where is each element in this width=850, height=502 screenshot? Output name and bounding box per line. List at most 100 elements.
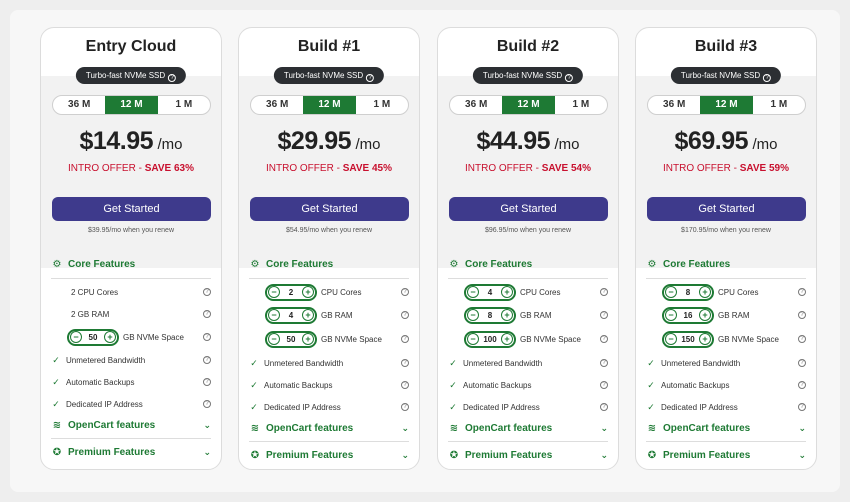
ram-value[interactable]: 8	[487, 310, 493, 320]
cpu-value[interactable]: 8	[685, 287, 691, 297]
help-icon[interactable]: ?	[203, 356, 211, 364]
core-features-header[interactable]: ⚙ Core Features	[249, 252, 409, 276]
help-icon[interactable]: ?	[401, 403, 409, 411]
nvme-value[interactable]: 150	[681, 334, 695, 344]
term-36m[interactable]: 36 M	[266, 99, 289, 110]
opencart-features-toggle[interactable]: ≋ OpenCart features ⌄	[51, 413, 211, 437]
feature-bandwidth: ✓ Unmetered Bandwidth?	[646, 353, 806, 373]
premium-features-toggle[interactable]: ✪ Premium Features ⌄	[249, 443, 409, 467]
help-icon[interactable]: ?	[401, 381, 409, 389]
term-1m[interactable]: 1 M	[572, 99, 590, 110]
ssd-badge[interactable]: Turbo-fast NVMe SSD?	[670, 67, 782, 84]
plus-icon[interactable]: +	[699, 286, 711, 298]
nvme-value[interactable]: 50	[286, 334, 296, 344]
term-36m[interactable]: 36 M	[465, 99, 488, 110]
premium-features-toggle[interactable]: ✪ Premium Features ⌄	[448, 443, 608, 467]
help-icon[interactable]: ?	[600, 311, 608, 319]
term-12m[interactable]: 12 M	[105, 96, 158, 114]
help-icon[interactable]: ?	[366, 74, 375, 82]
nvme-value[interactable]: 100	[483, 334, 497, 344]
help-icon[interactable]: ?	[763, 74, 772, 82]
minus-icon[interactable]: −	[268, 309, 280, 321]
help-icon[interactable]: ?	[798, 381, 806, 389]
minus-icon[interactable]: −	[665, 333, 677, 345]
help-icon[interactable]: ?	[600, 288, 608, 296]
minus-icon[interactable]: −	[467, 333, 479, 345]
help-icon[interactable]: ?	[401, 359, 409, 367]
nvme-label: GB NVMe Space	[520, 334, 581, 344]
term-36m[interactable]: 36 M	[663, 99, 686, 110]
term-1m[interactable]: 1 M	[373, 99, 391, 110]
ssd-badge-label: Turbo-fast NVMe SSD	[85, 71, 166, 80]
cpu-value[interactable]: 4	[487, 287, 493, 297]
plus-icon[interactable]: +	[699, 333, 711, 345]
help-icon[interactable]: ?	[203, 310, 211, 318]
term-1m[interactable]: 1 M	[175, 99, 193, 110]
chevron-down-icon: ⌄	[600, 449, 608, 460]
help-icon[interactable]: ?	[600, 403, 608, 411]
opencart-features-toggle[interactable]: ≋ OpenCart features ⌄	[646, 416, 806, 440]
plus-icon[interactable]: +	[302, 333, 314, 345]
term-1m[interactable]: 1 M	[770, 99, 788, 110]
plus-icon[interactable]: +	[104, 331, 116, 343]
nvme-value[interactable]: 50	[88, 332, 98, 342]
help-icon[interactable]: ?	[798, 359, 806, 367]
help-icon[interactable]: ?	[203, 333, 211, 341]
help-icon[interactable]: ?	[168, 74, 177, 82]
help-icon[interactable]: ?	[565, 74, 574, 82]
get-started-button[interactable]: Get Started	[449, 197, 608, 221]
minus-icon[interactable]: −	[268, 333, 280, 345]
premium-label: Premium Features	[663, 449, 751, 461]
minus-icon[interactable]: −	[70, 331, 82, 343]
nvme-stepper: −50 +	[265, 330, 317, 348]
plus-icon[interactable]: +	[302, 309, 314, 321]
help-icon[interactable]: ?	[798, 403, 806, 411]
plus-icon[interactable]: +	[699, 309, 711, 321]
help-icon[interactable]: ?	[203, 378, 211, 386]
chevron-down-icon: ⌄	[798, 422, 806, 433]
help-icon[interactable]: ?	[401, 311, 409, 319]
ram-value[interactable]: 16	[683, 310, 693, 320]
minus-icon[interactable]: −	[467, 286, 479, 298]
help-icon[interactable]: ?	[600, 359, 608, 367]
minus-icon[interactable]: −	[665, 309, 677, 321]
help-icon[interactable]: ?	[798, 335, 806, 343]
core-features-header[interactable]: ⚙ Core Features	[448, 252, 608, 276]
ssd-badge[interactable]: Turbo-fast NVMe SSD?	[273, 67, 385, 84]
term-12m[interactable]: 12 M	[700, 96, 753, 114]
get-started-button[interactable]: Get Started	[647, 197, 806, 221]
premium-features-toggle[interactable]: ✪ Premium Features ⌄	[51, 440, 211, 464]
core-features-header[interactable]: ⚙ Core Features	[51, 252, 211, 276]
help-icon[interactable]: ?	[798, 288, 806, 296]
cpu-value[interactable]: 2	[288, 287, 294, 297]
plus-icon[interactable]: +	[302, 286, 314, 298]
term-12m[interactable]: 12 M	[502, 96, 555, 114]
minus-icon[interactable]: −	[665, 286, 677, 298]
ram-value[interactable]: 4	[288, 310, 294, 320]
core-features-header[interactable]: ⚙ Core Features	[646, 252, 806, 276]
ram-stepper: −16 +	[662, 306, 714, 324]
help-icon[interactable]: ?	[401, 335, 409, 343]
offer-prefix: INTRO OFFER -	[663, 163, 740, 174]
plus-icon[interactable]: +	[501, 333, 513, 345]
minus-icon[interactable]: −	[467, 309, 479, 321]
help-icon[interactable]: ?	[203, 288, 211, 296]
term-36m[interactable]: 36 M	[68, 99, 91, 110]
term-12m[interactable]: 12 M	[303, 96, 356, 114]
plus-icon[interactable]: +	[501, 286, 513, 298]
plus-icon[interactable]: +	[501, 309, 513, 321]
opencart-features-toggle[interactable]: ≋ OpenCart features ⌄	[249, 416, 409, 440]
opencart-features-toggle[interactable]: ≋ OpenCart features ⌄	[448, 416, 608, 440]
minus-icon[interactable]: −	[268, 286, 280, 298]
help-icon[interactable]: ?	[600, 381, 608, 389]
help-icon[interactable]: ?	[401, 288, 409, 296]
help-icon[interactable]: ?	[798, 311, 806, 319]
feature-ram: 2 GB RAM?	[51, 304, 211, 324]
help-icon[interactable]: ?	[203, 400, 211, 408]
get-started-button[interactable]: Get Started	[250, 197, 409, 221]
ssd-badge[interactable]: Turbo-fast NVMe SSD?	[75, 67, 187, 84]
get-started-button[interactable]: Get Started	[52, 197, 211, 221]
premium-features-toggle[interactable]: ✪ Premium Features ⌄	[646, 443, 806, 467]
help-icon[interactable]: ?	[600, 335, 608, 343]
ssd-badge[interactable]: Turbo-fast NVMe SSD?	[472, 67, 584, 84]
